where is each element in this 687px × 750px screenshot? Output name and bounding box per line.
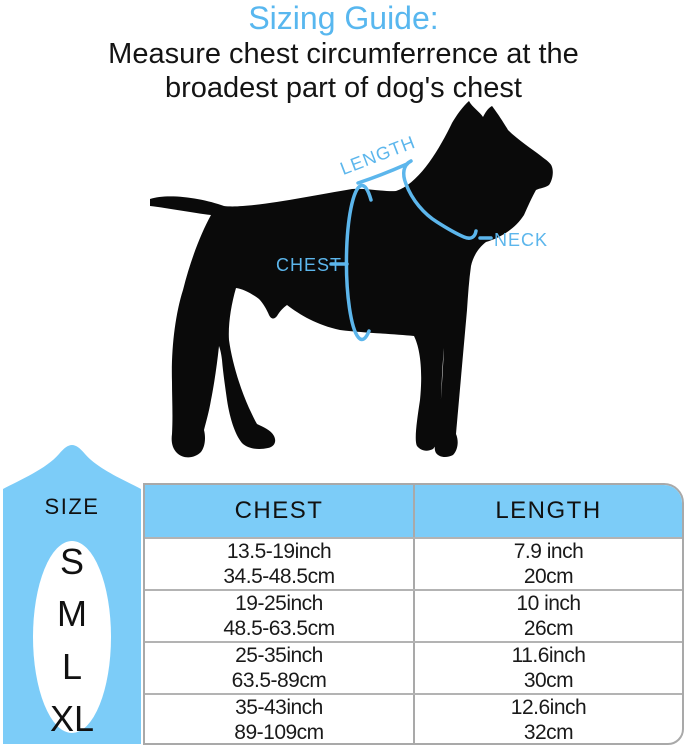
cell-m-length: 10 inch 26cm (413, 591, 682, 641)
table-row-s: 13.5-19inch 34.5-48.5cm 7.9 inch 20cm (145, 537, 682, 589)
subtitle-line-2: broadest part of dog's chest (165, 72, 522, 104)
cell-s-length: 7.9 inch 20cm (413, 539, 682, 589)
size-column-header: SIZE (44, 494, 100, 519)
table-row-xl: 35-43inch 89-109cm 12.6inch 32cm (145, 693, 682, 744)
chest-girth-ellipse (344, 183, 373, 342)
cell-xl-length: 12.6inch 32cm (413, 695, 682, 744)
subtitle-line-1: Measure chest circumferrence at the (108, 38, 579, 70)
cell-m-chest-inch: 19-25inch (235, 592, 323, 615)
cell-m-length-cm: 26cm (523, 617, 574, 640)
column-header-chest: CHEST (234, 497, 324, 524)
size-letter-xl: XL (49, 698, 95, 739)
size-letter-l: L (61, 646, 83, 687)
neck-label: NECK (494, 230, 548, 250)
cell-s-length-cm: 20cm (523, 565, 574, 588)
cell-l-length-cm: 30cm (523, 669, 574, 692)
table-row-l: 25-35inch 63.5-89cm 11.6inch 30cm (145, 641, 682, 693)
cell-xl-chest-inch: 35-43inch (235, 696, 323, 719)
chest-label: CHEST (276, 255, 342, 275)
dog-silhouette (150, 101, 553, 458)
size-letter-s: S (59, 541, 84, 582)
size-ribbon-oval (33, 541, 111, 733)
cell-l-chest: 25-35inch 63.5-89cm (145, 643, 413, 693)
size-letter-m: M (57, 593, 87, 634)
cell-xl-length-inch: 12.6inch (510, 696, 587, 719)
length-underline (356, 162, 409, 185)
cell-m-chest: 19-25inch 48.5-63.5cm (145, 591, 413, 641)
cell-s-chest-inch: 13.5-19inch (226, 540, 332, 563)
cell-l-length-inch: 11.6inch (511, 644, 586, 667)
neck-curve (401, 159, 478, 240)
page-subtitle: Measure chest circumferrence at the broa… (0, 37, 687, 105)
cell-m-chest-cm: 48.5-63.5cm (223, 617, 335, 640)
cell-xl-chest-cm: 89-109cm (234, 721, 324, 744)
table-row-m: 19-25inch 48.5-63.5cm 10 inch 26cm (145, 589, 682, 641)
page-title: Sizing Guide: (248, 0, 439, 36)
sizing-table: CHEST LENGTH 13.5-19inch 34.5-48.5cm 7.9… (143, 483, 684, 745)
cell-l-chest-inch: 25-35inch (235, 644, 323, 667)
table-header-row: CHEST LENGTH (145, 485, 682, 537)
cell-xl-chest: 35-43inch 89-109cm (145, 695, 413, 744)
cell-s-length-inch: 7.9 inch (513, 540, 584, 563)
cell-xl-length-cm: 32cm (523, 721, 574, 744)
column-header-length: LENGTH (413, 485, 682, 537)
cell-l-chest-cm: 63.5-89cm (231, 669, 327, 692)
cell-s-chest-cm: 34.5-48.5cm (223, 565, 335, 588)
cell-m-length-inch: 10 inch (516, 592, 581, 615)
cell-l-length: 11.6inch 30cm (413, 643, 682, 693)
cell-s-chest: 13.5-19inch 34.5-48.5cm (145, 539, 413, 589)
length-label: LENGTH (337, 132, 418, 179)
